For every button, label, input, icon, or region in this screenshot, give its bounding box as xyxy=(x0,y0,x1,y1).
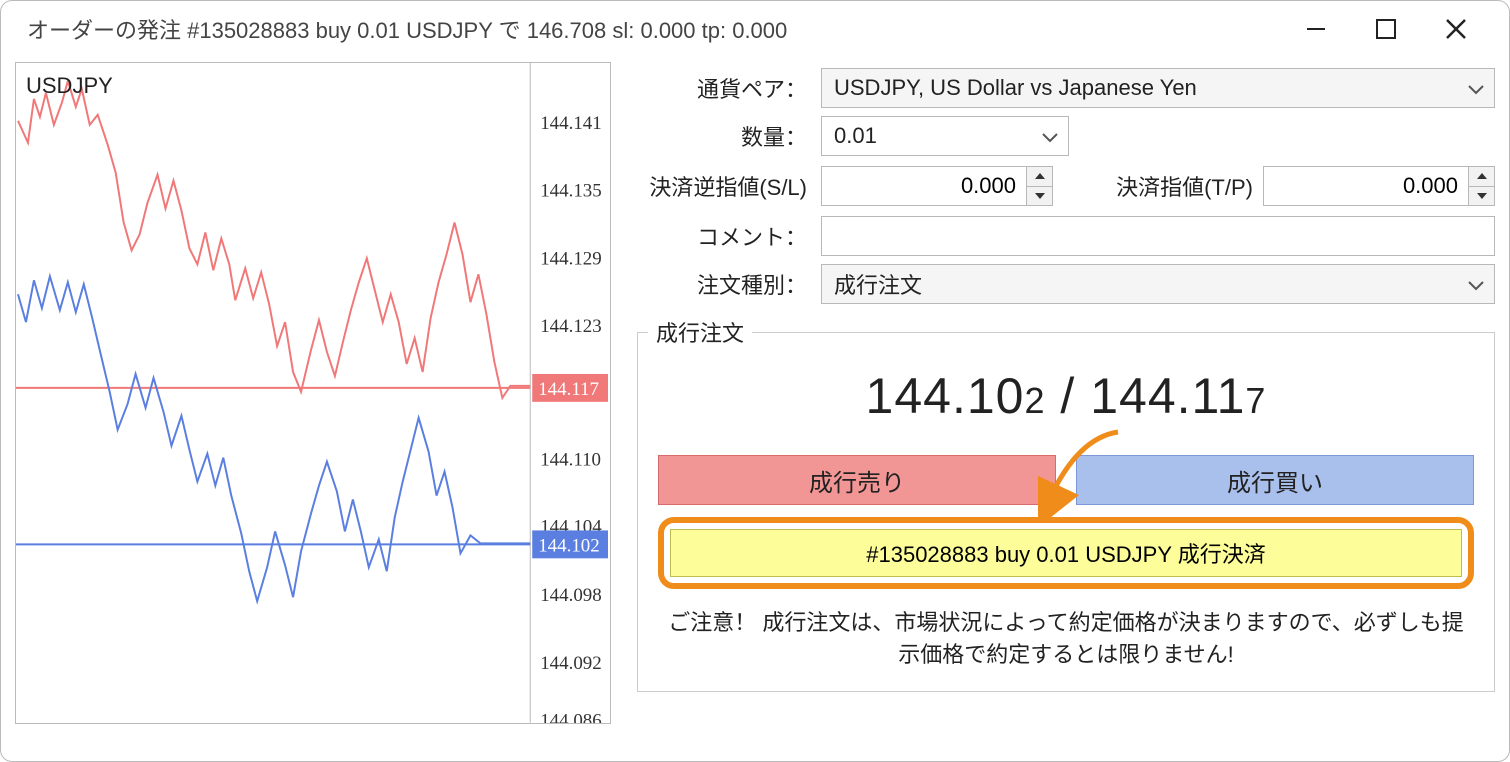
order-window: オーダーの発注 #135028883 buy 0.01 USDJPY で 146… xyxy=(0,0,1510,762)
chevron-down-icon xyxy=(1042,123,1058,149)
tp-spinner[interactable] xyxy=(1468,167,1494,205)
comment-input[interactable] xyxy=(821,216,1495,256)
price-chart: 144.141 144.135 144.129 144.123 144.110 144.1… xyxy=(15,62,611,724)
tp-label: 決済指値(T/P) xyxy=(1116,170,1253,202)
svg-text:144.129: 144.129 xyxy=(540,248,601,269)
bid-small: 2 xyxy=(1024,380,1045,421)
tp-input[interactable]: 0.000 xyxy=(1263,166,1495,206)
comment-label: コメント： xyxy=(637,220,807,252)
chevron-down-icon xyxy=(1468,271,1484,297)
sl-spinner[interactable] xyxy=(1026,167,1052,205)
minimize-button[interactable] xyxy=(1281,9,1351,49)
bid-main: 144.10 xyxy=(866,368,1025,424)
close-order-button[interactable]: #135028883 buy 0.01 USDJPY 成行決済 xyxy=(670,529,1462,577)
market-sell-button[interactable]: 成行売り xyxy=(658,455,1056,505)
order-form: 通貨ペア： USDJPY, US Dollar vs Japanese Yen … xyxy=(637,62,1495,741)
tp-value: 0.000 xyxy=(1264,173,1468,199)
market-order-panel: 成行注文 144.102 / 144.117 成行売り 成行買い xyxy=(637,332,1495,692)
svg-text:144.092: 144.092 xyxy=(540,653,601,674)
market-order-warning: ご注意！ 成行注文は、市場状況によって約定価格が決まりますので、必ずしも提示価格… xyxy=(658,607,1474,671)
close-window-button[interactable] xyxy=(1421,9,1491,49)
ordertype-value: 成行注文 xyxy=(834,268,922,300)
symbol-label: 通貨ペア： xyxy=(637,72,807,104)
ask-main: 144.11 xyxy=(1090,368,1245,424)
sl-label: 決済逆指値(S/L) xyxy=(637,170,807,202)
sl-value: 0.000 xyxy=(822,173,1026,199)
volume-label: 数量： xyxy=(637,120,807,152)
arrow-down-icon[interactable] xyxy=(1469,187,1494,206)
titlebar: オーダーの発注 #135028883 buy 0.01 USDJPY で 146… xyxy=(1,1,1509,56)
bid-ask-display: 144.102 / 144.117 xyxy=(658,367,1474,425)
volume-select[interactable]: 0.01 xyxy=(821,116,1069,156)
arrow-down-icon[interactable] xyxy=(1027,187,1052,206)
ordertype-select[interactable]: 成行注文 xyxy=(821,264,1495,304)
svg-text:144.110: 144.110 xyxy=(540,450,601,471)
window-title: オーダーの発注 #135028883 buy 0.01 USDJPY で 146… xyxy=(27,13,1281,45)
price-divider: / xyxy=(1046,368,1091,424)
svg-text:144.102: 144.102 xyxy=(538,535,600,556)
chart-svg: 144.141 144.135 144.129 144.123 144.110 144.1… xyxy=(16,63,610,723)
buy-button-label: 成行買い xyxy=(1227,463,1323,498)
close-order-highlight: #135028883 buy 0.01 USDJPY 成行決済 xyxy=(658,517,1474,589)
arrow-up-icon[interactable] xyxy=(1027,167,1052,187)
symbol-select[interactable]: USDJPY, US Dollar vs Japanese Yen xyxy=(821,68,1495,108)
svg-text:144.135: 144.135 xyxy=(540,181,601,202)
svg-text:144.117: 144.117 xyxy=(538,379,599,400)
close-order-label: #135028883 buy 0.01 USDJPY 成行決済 xyxy=(866,537,1266,569)
ask-small: 7 xyxy=(1245,380,1266,421)
volume-value: 0.01 xyxy=(834,123,877,149)
chevron-down-icon xyxy=(1468,75,1484,101)
market-order-legend: 成行注文 xyxy=(648,316,752,348)
arrow-up-icon[interactable] xyxy=(1469,167,1494,187)
svg-text:144.141: 144.141 xyxy=(540,113,601,134)
svg-text:144.123: 144.123 xyxy=(540,316,601,337)
svg-text:144.086: 144.086 xyxy=(540,711,601,723)
market-buy-button[interactable]: 成行買い xyxy=(1076,455,1474,505)
sl-input[interactable]: 0.000 xyxy=(821,166,1053,206)
maximize-button[interactable] xyxy=(1351,9,1421,49)
svg-text:144.098: 144.098 xyxy=(540,585,601,606)
symbol-select-value: USDJPY, US Dollar vs Japanese Yen xyxy=(834,75,1197,101)
ordertype-label: 注文種別： xyxy=(637,268,807,300)
sell-button-label: 成行売り xyxy=(809,463,905,498)
chart-symbol-label: USDJPY xyxy=(26,73,113,99)
